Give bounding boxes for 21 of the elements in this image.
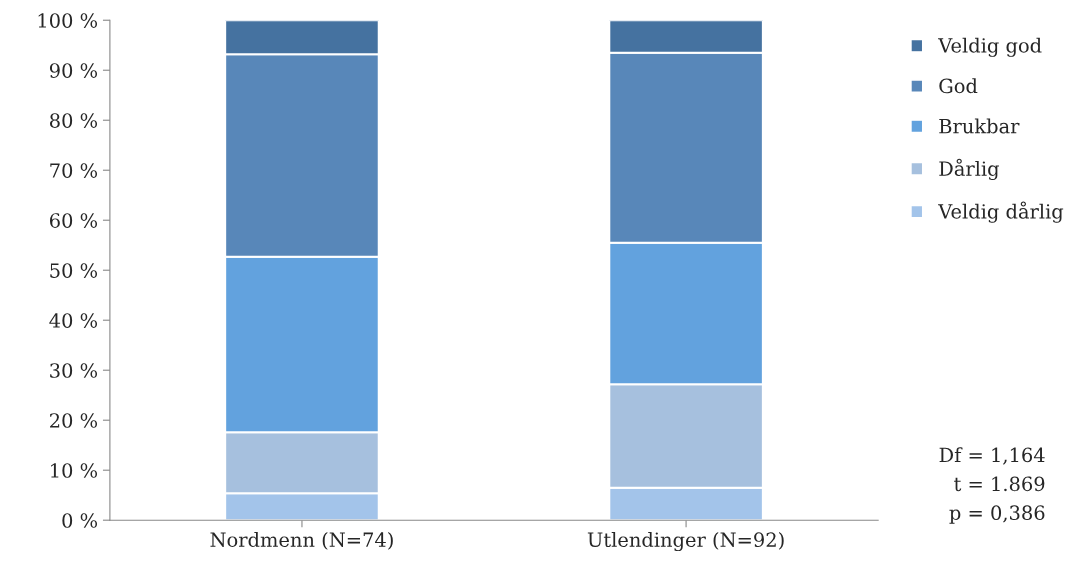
y-tick-label: 90 % bbox=[49, 63, 98, 78]
y-tick-label: 10 % bbox=[51, 463, 98, 478]
legend-label: Dårlig bbox=[939, 158, 1000, 181]
y-tick-label: 40 % bbox=[49, 313, 98, 328]
legend-label: Veldig god bbox=[938, 37, 1042, 57]
legend-label: God bbox=[939, 78, 978, 94]
y-tick-label: 30 % bbox=[50, 363, 98, 378]
y-tick-label: 80 % bbox=[50, 113, 98, 128]
x-tick-label: Nordmenn (N=74) bbox=[210, 532, 393, 550]
y-tick-label: 20 % bbox=[50, 413, 98, 428]
text: p = 0,386 bbox=[949, 505, 1045, 524]
text: Df = 1,164 bbox=[939, 447, 1045, 465]
y-tick-label: 50 % bbox=[50, 263, 98, 278]
y-tick-label: 60 % bbox=[50, 213, 98, 228]
x-tick-label: Utlendinger (N=92) bbox=[587, 532, 784, 552]
text: t = 1.869 bbox=[954, 476, 1045, 492]
y-tick-label: 0 % bbox=[62, 513, 98, 528]
y-tick-label: 70 % bbox=[50, 163, 98, 178]
legend-label: Brukbar bbox=[939, 118, 1020, 134]
legend-label: Veldig dårlig bbox=[938, 201, 1064, 223]
y-tick-label: 100 % bbox=[38, 13, 98, 28]
